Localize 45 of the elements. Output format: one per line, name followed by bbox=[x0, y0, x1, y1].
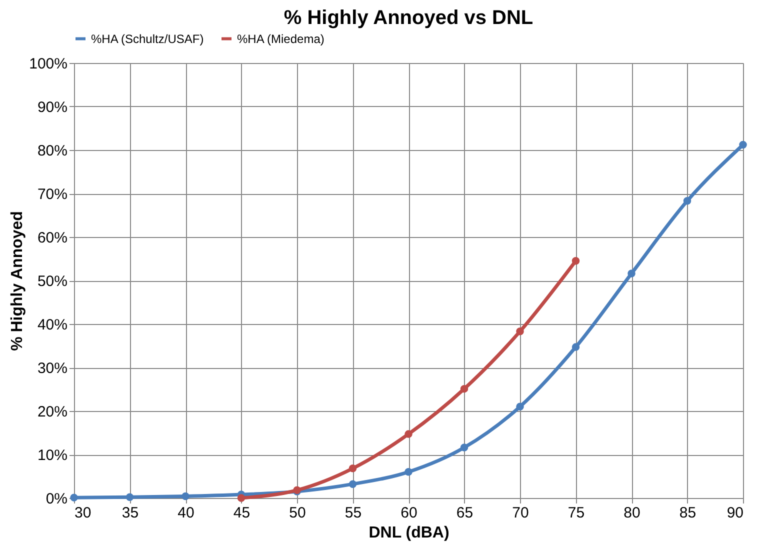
x-tick-label: 65 bbox=[456, 504, 474, 522]
point bbox=[739, 140, 747, 149]
y-tick-label: 10% bbox=[37, 447, 68, 464]
x-tick-label: 60 bbox=[400, 504, 418, 522]
y-tick-label: 0% bbox=[46, 490, 68, 508]
y-tick-label: 80% bbox=[37, 142, 68, 160]
point bbox=[460, 384, 468, 393]
x-tick-label: 55 bbox=[344, 504, 362, 522]
x-tick-label: 75 bbox=[568, 504, 585, 522]
point bbox=[404, 430, 412, 438]
x-tick-label: 80 bbox=[624, 504, 640, 522]
x-tick-label: 70 bbox=[512, 504, 529, 522]
point bbox=[516, 328, 524, 336]
y-tick-label: 20% bbox=[37, 404, 68, 420]
legend-label: %HA (Miedema) bbox=[237, 32, 324, 46]
x-axis-title: DNL (dBA) bbox=[368, 524, 450, 542]
y-tick-label: 70% bbox=[37, 186, 68, 203]
y-tick-label: 60% bbox=[37, 230, 68, 246]
x-tick-label: 90 bbox=[726, 504, 744, 522]
point bbox=[348, 480, 357, 488]
y-tick-label: 50% bbox=[37, 273, 68, 290]
point bbox=[683, 197, 692, 205]
point bbox=[70, 494, 78, 502]
point bbox=[572, 343, 580, 351]
point bbox=[404, 468, 412, 476]
point bbox=[460, 444, 468, 452]
y-tick-label: 30% bbox=[37, 360, 68, 377]
y-tick-label: 90% bbox=[37, 99, 68, 116]
point bbox=[572, 257, 580, 265]
x-tick-label: 30 bbox=[74, 504, 92, 522]
point bbox=[126, 493, 134, 501]
x-tick-label: 50 bbox=[289, 504, 306, 522]
x-tick-label: 45 bbox=[233, 504, 250, 522]
y-tick-label: 100% bbox=[29, 56, 68, 72]
x-tick-label: 35 bbox=[122, 504, 139, 522]
y-axis-title: % Highly Annoyed bbox=[9, 211, 26, 351]
point bbox=[628, 270, 636, 278]
legend-label: %HA (Schultz/USAF) bbox=[91, 32, 204, 46]
point bbox=[516, 402, 524, 411]
point bbox=[182, 492, 190, 500]
x-tick-label: 85 bbox=[679, 504, 696, 522]
point bbox=[348, 464, 357, 472]
chart-title: % Highly Annoyed vs DNL bbox=[284, 7, 534, 29]
x-tick-label: 40 bbox=[178, 504, 194, 522]
y-tick-label: 40% bbox=[37, 316, 68, 334]
